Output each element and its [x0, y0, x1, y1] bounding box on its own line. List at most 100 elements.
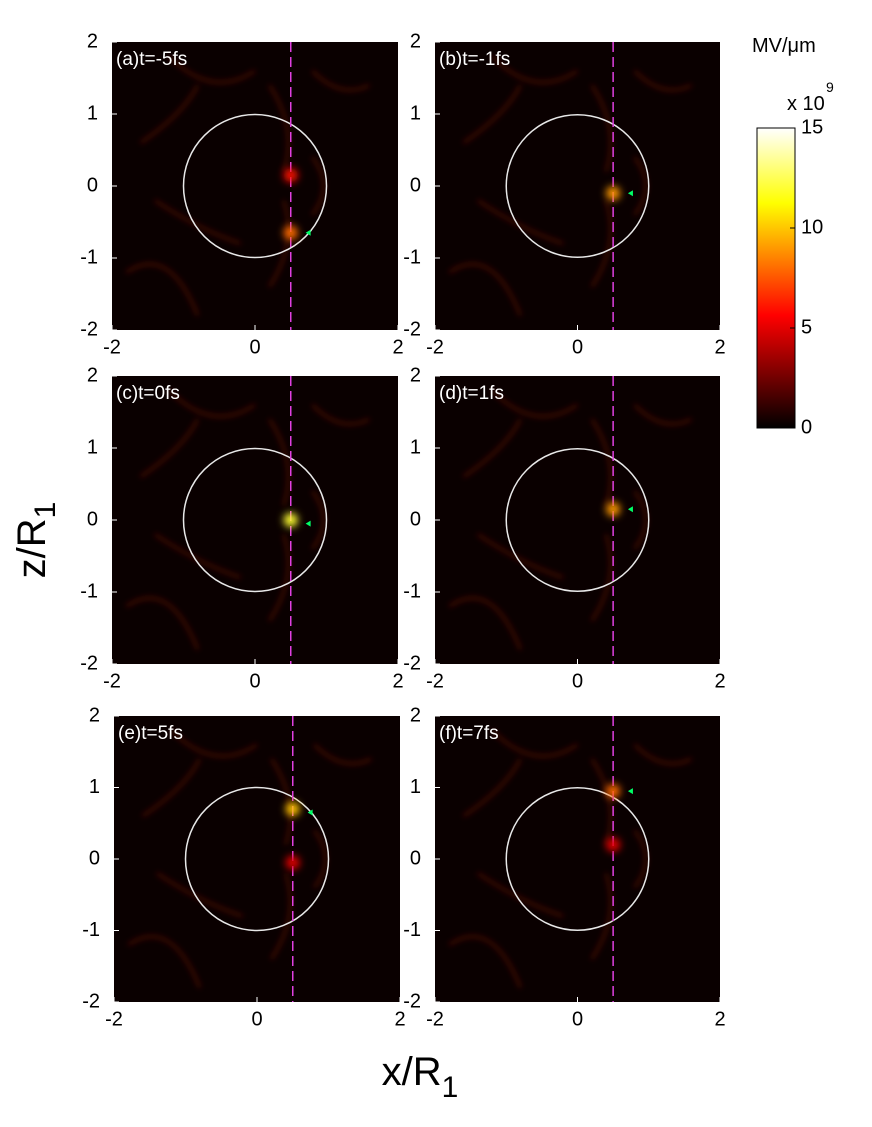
x-tick-label: 0 — [251, 1008, 262, 1030]
y-tick-label: -2 — [80, 652, 98, 674]
colorbar-title: MV/μm — [752, 35, 816, 57]
field-streak — [270, 872, 292, 960]
y-tick-label: -2 — [403, 652, 421, 674]
x-tick-label: 0 — [572, 670, 583, 692]
field-streak — [590, 418, 613, 507]
y-axis-label: z/R1 — [10, 502, 62, 579]
x-tick-label: 0 — [249, 670, 260, 692]
field-streak — [633, 69, 693, 92]
x-tick-label: 2 — [714, 336, 725, 358]
panel-title: (f)t=7fs — [439, 723, 499, 744]
field-streak — [476, 533, 564, 580]
particle-outline — [184, 786, 330, 932]
field-streak — [490, 55, 579, 84]
plot-background — [435, 376, 720, 664]
particle-outline — [182, 447, 328, 593]
field-texture — [448, 729, 693, 989]
field-streak — [448, 935, 522, 989]
field-streak — [590, 533, 613, 622]
x-tick-label: 2 — [392, 336, 403, 358]
y-tick-label: -2 — [403, 990, 421, 1012]
field-streak — [633, 829, 648, 889]
x-tick-label: 0 — [249, 336, 260, 358]
marker — [627, 788, 633, 795]
y-tick-label: -2 — [403, 318, 421, 340]
field-streak — [268, 418, 290, 507]
field-streak — [156, 872, 244, 918]
x-tick-label: -2 — [105, 1008, 123, 1030]
field-streak — [590, 199, 613, 288]
field-streak — [125, 596, 200, 651]
field-streak — [313, 743, 373, 766]
field-streak — [139, 84, 200, 145]
field-streak — [633, 490, 648, 550]
y-tick-label: 2 — [87, 364, 98, 386]
hot-spot — [283, 513, 298, 527]
field-streak — [311, 490, 325, 550]
field-streak — [125, 262, 200, 317]
colorbar-tick-label: 10 — [801, 216, 823, 238]
plot-background — [114, 716, 400, 1002]
field-texture — [127, 729, 373, 989]
y-tick-label: 1 — [87, 102, 98, 124]
y-tick-label: 1 — [89, 776, 100, 798]
field-streak — [590, 758, 613, 846]
x-tick-label: 0 — [572, 336, 583, 358]
field-streak — [311, 403, 371, 426]
field-streak — [154, 533, 242, 580]
field-streak — [313, 829, 327, 889]
y-tick-label: 2 — [410, 364, 421, 386]
y-tick-label: 0 — [87, 508, 98, 530]
field-texture — [448, 389, 693, 651]
hot-spot — [606, 784, 621, 799]
field-streak — [268, 199, 290, 288]
colorbar-tick-label: 0 — [801, 416, 812, 438]
field-texture — [125, 389, 371, 651]
y-tick-label: 0 — [410, 508, 421, 530]
y-tick-label: 0 — [410, 847, 421, 869]
y-tick-label: 1 — [87, 436, 98, 458]
field-texture — [448, 55, 693, 317]
y-tick-label: -1 — [403, 580, 421, 602]
colorbar — [756, 127, 796, 429]
field-streak — [168, 55, 256, 84]
y-tick-label: 1 — [410, 776, 421, 798]
plot-background — [435, 716, 720, 1002]
panel-title: (b)t=-1fs — [439, 49, 510, 70]
hot-spot — [606, 837, 621, 852]
y-tick-label: -2 — [82, 990, 100, 1012]
field-streak — [633, 743, 693, 766]
panel-title: (a)t=-5fs — [116, 49, 187, 70]
plot-background — [112, 42, 398, 330]
x-tick-label: 2 — [714, 670, 725, 692]
y-tick-label: -1 — [403, 246, 421, 268]
marker — [307, 809, 313, 816]
field-streak — [462, 84, 522, 145]
colorbar-tick-label: 15 — [801, 116, 823, 138]
hot-spot — [285, 801, 300, 816]
field-streak — [476, 199, 564, 246]
particle-outline — [505, 114, 650, 258]
x-tick-label: 2 — [714, 1008, 725, 1030]
particle-outline — [505, 448, 650, 592]
y-tick-label: 1 — [410, 436, 421, 458]
x-tick-label: -2 — [103, 670, 121, 692]
field-streak — [270, 758, 292, 846]
x-tick-label: 0 — [572, 1008, 583, 1030]
y-tick-label: -1 — [82, 919, 100, 941]
x-tick-label: -2 — [103, 336, 121, 358]
marker — [305, 229, 311, 236]
y-tick-label: 2 — [410, 30, 421, 52]
panel-title: (c)t=0fs — [116, 383, 180, 404]
y-tick-label: 0 — [410, 174, 421, 196]
y-tick-label: 0 — [87, 174, 98, 196]
marker — [627, 506, 633, 513]
field-streak — [462, 758, 522, 818]
hot-spot — [285, 855, 300, 870]
field-streak — [462, 418, 522, 479]
colorbar-multiplier: x 10 — [787, 93, 825, 115]
y-tick-label: -1 — [80, 246, 98, 268]
panel-title: (d)t=1fs — [439, 383, 504, 404]
hot-spot — [283, 168, 298, 183]
colorbar-exponent: 9 — [826, 79, 834, 95]
